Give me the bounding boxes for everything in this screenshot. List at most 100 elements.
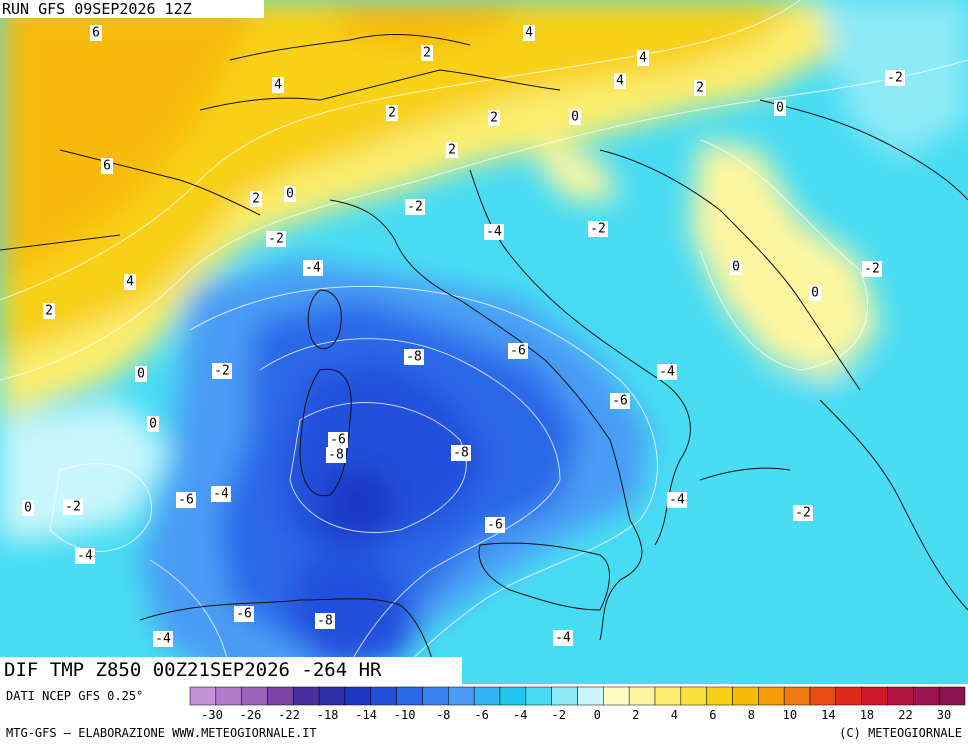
isotherm-label: 0: [569, 109, 581, 125]
isotherm-label-box: [614, 73, 626, 89]
run-title: RUN GFS 09SEP2026 12Z: [0, 0, 264, 18]
color-swatch: [809, 686, 837, 706]
isotherm-label-text: 2: [490, 111, 498, 126]
isotherm-label: 0: [147, 416, 159, 432]
isotherm-label-text: -6: [487, 518, 503, 533]
isotherm-label: -2: [63, 499, 83, 515]
isotherm-label-text: -4: [213, 487, 229, 502]
color-scale-tick: -14: [355, 708, 377, 722]
isotherm-label: 0: [730, 259, 742, 275]
isotherm-label-text: -6: [612, 394, 628, 409]
color-swatch: [628, 686, 656, 706]
isotherm-label: -6: [610, 393, 630, 409]
color-scale-tick: 30: [936, 708, 952, 722]
isotherm-label-text: 2: [696, 81, 704, 96]
isotherm-label-box: [147, 416, 159, 432]
color-scale-tick: 6: [709, 708, 717, 722]
color-swatch: [293, 686, 320, 706]
color-swatch: [344, 686, 372, 706]
isotherm-label: -2: [405, 199, 425, 215]
isotherm-label-text: 0: [286, 187, 294, 202]
color-scale-tick: 18: [859, 708, 875, 722]
isotherm-label-text: 0: [571, 110, 579, 125]
color-scale-tick: -30: [201, 708, 223, 722]
isotherm-label: -4: [153, 631, 173, 647]
color-swatch: [267, 686, 294, 706]
isotherm-label-box: [523, 25, 535, 41]
color-swatch: [499, 686, 527, 706]
isotherm-label-box: [135, 366, 147, 382]
isotherm-label: -6: [234, 606, 254, 622]
isotherm-label: -4: [303, 260, 323, 276]
color-swatch: [189, 686, 217, 706]
color-scale-tick: 14: [821, 708, 836, 722]
isotherm-label-text: -2: [795, 506, 811, 521]
isotherm-label-box: [809, 285, 821, 301]
isotherm-label: 2: [488, 110, 500, 126]
color-scale-tick: 8: [747, 708, 755, 722]
isotherm-label: 2: [446, 142, 458, 158]
isotherm-label-text: 0: [811, 286, 819, 301]
isotherm-label-box: [43, 303, 55, 319]
isotherm-label: 0: [135, 366, 147, 382]
isotherm-label-box: [153, 631, 173, 647]
isotherm-label: -4: [657, 364, 677, 380]
isotherm-label-text: -2: [864, 262, 880, 277]
isotherm-label-text: -8: [328, 448, 344, 463]
isotherm-label: 2: [694, 80, 706, 96]
isotherm-label-text: 0: [24, 501, 32, 516]
isotherm-label-text: 0: [776, 101, 784, 116]
isotherm-label-box: [508, 343, 528, 359]
isotherm-label: -4: [667, 492, 687, 508]
isotherm-label-text: 2: [423, 46, 431, 61]
isotherm-label-box: [266, 231, 286, 247]
color-scale-tick: -26: [239, 708, 262, 722]
isotherm-label: -8: [315, 613, 335, 629]
isotherm-label-box: [793, 505, 813, 521]
isotherm-label: -8: [326, 447, 346, 463]
color-swatch: [422, 686, 449, 706]
isotherm-label-box: [610, 393, 630, 409]
color-scale-tick: 0: [593, 708, 601, 722]
color-swatch: [861, 686, 888, 706]
isotherm-label-box: [569, 109, 581, 125]
isotherm-label-box: [303, 260, 323, 276]
isotherm-label: 6: [101, 158, 113, 174]
isotherm-label-box: [694, 80, 706, 96]
isotherm-label-box: [404, 349, 424, 365]
isotherm-label: -4: [75, 548, 95, 564]
color-swatch: [783, 686, 811, 706]
isotherm-label-text: -4: [659, 365, 675, 380]
isotherm-label-box: [588, 221, 608, 237]
isotherm-label-box: [22, 500, 34, 516]
color-swatch: [448, 686, 475, 706]
color-swatch: [551, 686, 578, 706]
isotherm-label: 4: [272, 77, 284, 93]
isotherm-label-box: [315, 613, 335, 629]
isotherm-label: -8: [451, 445, 471, 461]
isotherm-label-box: [421, 45, 433, 61]
isotherm-label-box: [63, 499, 83, 515]
isotherm-label-box: [553, 630, 573, 646]
isotherm-label-text: -8: [317, 614, 333, 629]
color-swatch: [913, 686, 940, 706]
credits-right: (C) METEOGIORNALE: [839, 726, 962, 740]
color-scale-tick: -8: [435, 708, 451, 722]
isotherm-label: -6: [508, 343, 528, 359]
isotherm-label-box: [451, 445, 471, 461]
isotherm-label-text: -4: [77, 549, 93, 564]
isotherm-label: -4: [553, 630, 573, 646]
color-scale-tick: -10: [393, 708, 416, 722]
isotherm-label-text: 2: [45, 304, 53, 319]
isotherm-label-box: [446, 142, 458, 158]
isotherm-label-box: [211, 486, 231, 502]
isotherm-label: -2: [793, 505, 813, 521]
isotherm-label-text: 0: [137, 367, 145, 382]
isotherm-label-box: [862, 261, 882, 277]
isotherm-label-text: 2: [252, 192, 260, 207]
isotherm-label-text: -6: [178, 493, 194, 508]
isotherm-label-text: -6: [236, 607, 252, 622]
